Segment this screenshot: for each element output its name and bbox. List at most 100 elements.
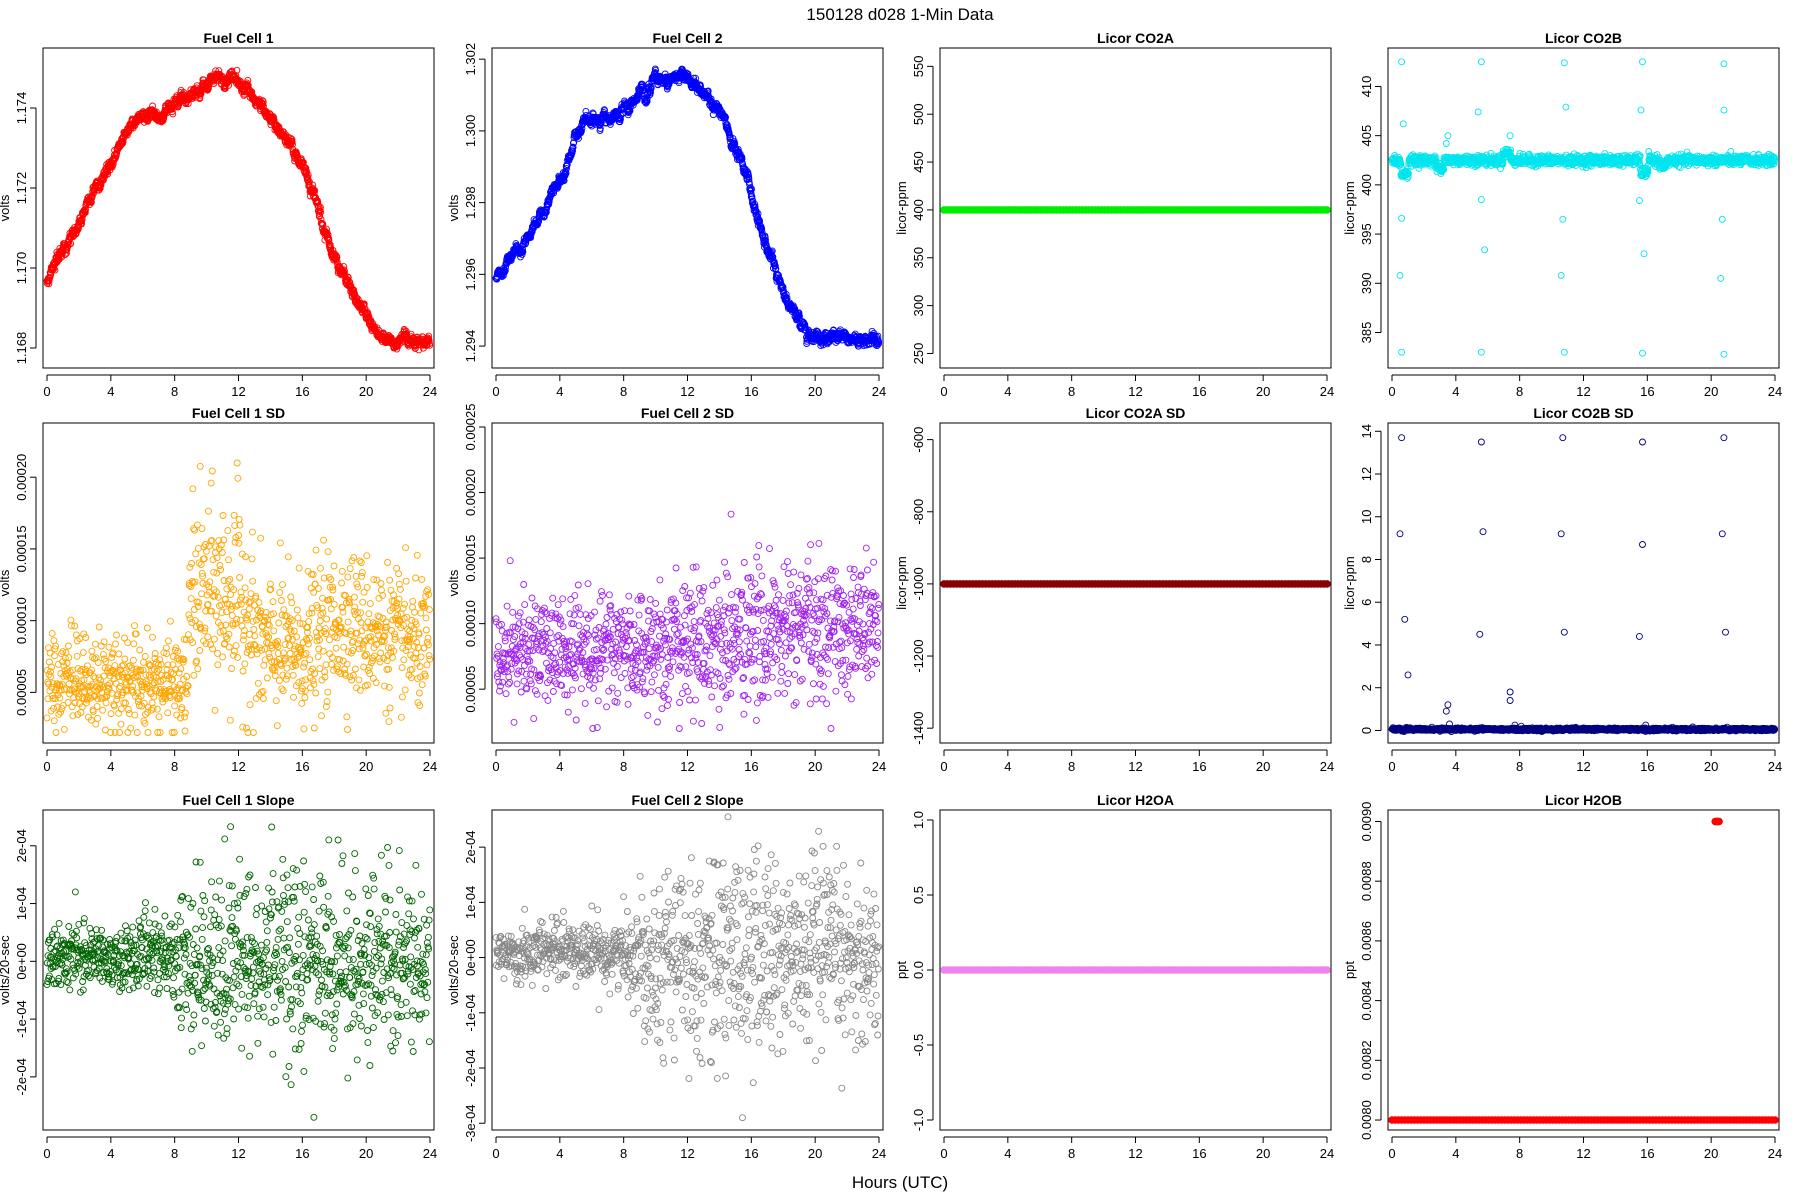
x-tick-label: 0 xyxy=(43,759,50,774)
data-point xyxy=(78,220,86,228)
data-point xyxy=(288,136,296,143)
data-point xyxy=(81,209,89,217)
data-point xyxy=(149,633,156,641)
data-point xyxy=(129,682,137,690)
data-point xyxy=(164,637,172,645)
data-point xyxy=(131,622,138,630)
data-point xyxy=(113,631,120,639)
data-point xyxy=(317,208,325,216)
data-point xyxy=(1506,132,1514,140)
data-point xyxy=(425,337,433,345)
x-tick-label: 24 xyxy=(1768,384,1782,399)
data-point xyxy=(425,332,433,340)
data-point xyxy=(99,706,107,714)
data-point xyxy=(319,220,327,228)
data-point xyxy=(316,203,324,211)
data-point xyxy=(1720,60,1728,68)
data-point xyxy=(1442,140,1450,147)
data-point xyxy=(365,313,373,320)
x-tick-label: 24 xyxy=(872,384,886,399)
y-axis-label: volts xyxy=(0,569,12,596)
x-axis: 0 4 8 12 16 20 24 xyxy=(43,374,437,399)
data-point xyxy=(129,656,137,664)
data-point xyxy=(153,705,161,713)
data-point xyxy=(95,623,103,631)
x-tick-label: 4 xyxy=(107,384,114,399)
data-point xyxy=(1718,215,1726,223)
data-point xyxy=(47,271,55,279)
x-tick-label: 20 xyxy=(808,384,822,399)
data-point xyxy=(1639,58,1646,66)
y-tick-label: 395 xyxy=(1359,223,1374,245)
y-tick-label: 1.298 xyxy=(463,186,478,219)
data-point xyxy=(131,711,139,719)
data-point xyxy=(360,300,368,308)
data-point xyxy=(124,639,132,647)
x-tick-label: 0 xyxy=(492,384,499,399)
x-axis: 0 4 8 12 16 20 24 xyxy=(43,749,437,774)
y-tick-label: 1.168 xyxy=(14,332,29,365)
y-tick-label: 500 xyxy=(911,103,926,125)
y-tick-label: 250 xyxy=(911,343,926,365)
x-tick-label: 16 xyxy=(295,384,309,399)
data-point xyxy=(93,703,101,711)
x-tick-label: 16 xyxy=(1640,384,1654,399)
data-point xyxy=(353,294,361,302)
data-point xyxy=(102,699,110,707)
panel-title: Licor CO2B xyxy=(1545,30,1622,46)
data-point xyxy=(1635,197,1643,205)
panel-title: Fuel Cell 1 SD xyxy=(192,405,285,421)
x-tick-label: 4 xyxy=(1004,384,1011,399)
data-point xyxy=(43,714,51,722)
x-axis: 0 4 8 12 16 20 24 xyxy=(1388,374,1782,399)
data-point xyxy=(62,249,70,257)
data-point xyxy=(80,630,88,638)
x-tick-label: 16 xyxy=(744,384,758,399)
panel-fc1sd: Fuel Cell 1 SD0 4 8 12 16 20 240.000050.000100… xyxy=(0,405,437,774)
y-tick-label: 550 xyxy=(911,56,926,78)
data-point xyxy=(1637,106,1645,114)
x-tick-label: 12 xyxy=(1128,384,1142,399)
data-point xyxy=(73,652,81,660)
data-point xyxy=(50,717,58,725)
data-point xyxy=(324,233,332,241)
data-point xyxy=(91,640,99,648)
panel-title: Licor CO2A xyxy=(1097,30,1174,46)
data-point xyxy=(107,710,115,718)
data-point xyxy=(116,682,124,690)
data-point xyxy=(117,705,125,713)
x-tick-label: 16 xyxy=(295,759,309,774)
y-tick-label: 0.00005 xyxy=(14,669,29,716)
data-point xyxy=(333,253,341,261)
data-point xyxy=(288,138,296,146)
x-tick-label: 12 xyxy=(231,759,245,774)
data-point xyxy=(297,155,305,163)
data-points xyxy=(43,459,434,736)
data-point xyxy=(1444,132,1452,140)
data-point xyxy=(60,725,68,733)
data-point xyxy=(127,724,135,732)
data-point xyxy=(1399,120,1407,128)
data-point xyxy=(155,713,163,721)
data-point xyxy=(197,90,205,98)
y-tick-label: 1.300 xyxy=(463,115,478,148)
data-point xyxy=(1717,274,1725,282)
x-tick-label: 0 xyxy=(940,384,947,399)
x-tick-label: 4 xyxy=(107,759,114,774)
data-point xyxy=(326,241,334,249)
data-point xyxy=(121,655,129,663)
x-tick-label: 8 xyxy=(171,384,178,399)
data-point xyxy=(311,187,319,194)
data-point xyxy=(46,649,54,657)
data-point xyxy=(1640,250,1648,258)
data-point xyxy=(1560,348,1568,356)
x-tick-label: 0 xyxy=(1388,384,1395,399)
y-axis-label: volts xyxy=(446,194,461,221)
y-tick-label: 450 xyxy=(911,151,926,173)
data-point xyxy=(133,729,141,736)
